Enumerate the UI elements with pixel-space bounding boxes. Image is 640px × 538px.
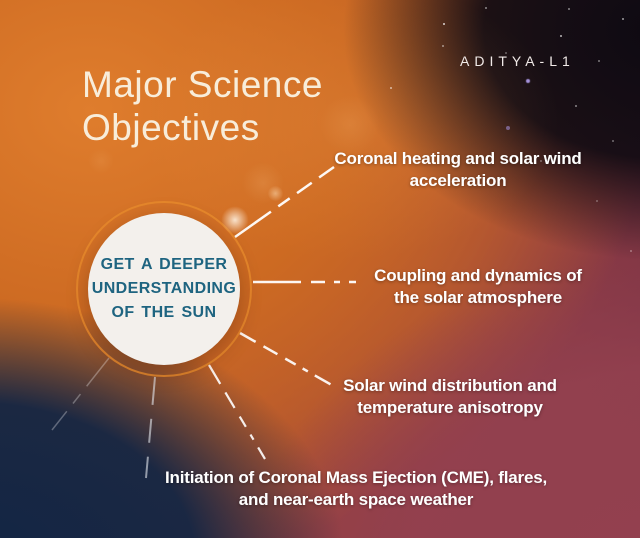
hub-text-line: OF THE SUN — [111, 304, 217, 321]
objective-cme-initiation: Initiation of Coronal Mass Ejection (CME… — [165, 467, 547, 511]
objective-text-line: Initiation of Coronal Mass Ejection (CME… — [165, 468, 547, 487]
objective-text-line: and near-earth space weather — [238, 490, 474, 509]
hub-text-line: GET A DEEPER — [100, 256, 228, 273]
objective-coupling-dynamics: Coupling and dynamics of the solar atmos… — [374, 265, 582, 309]
hub-text-line: UNDERSTANDING — [91, 280, 237, 297]
objective-coronal-heating: Coronal heating and solar wind accelerat… — [334, 148, 581, 192]
objective-text-line: Coupling and dynamics of — [374, 266, 582, 285]
starfield — [0, 0, 2, 2]
objective-solar-wind-distribution: Solar wind distribution and temperature … — [343, 375, 557, 419]
hub-circle: GET A DEEPER UNDERSTANDING OF THE SUN — [88, 213, 240, 365]
objective-text-line: acceleration — [409, 171, 507, 190]
objective-text-line: Coronal heating and solar wind — [334, 149, 582, 168]
page-title: Major Science Objectives — [82, 64, 323, 148]
hub-orange-ring — [76, 201, 252, 377]
objective-text-line: the solar atmosphere — [394, 288, 562, 307]
objective-text-line: Solar wind distribution and — [343, 376, 557, 395]
objective-text-line: temperature anisotropy — [357, 398, 543, 417]
mission-label: ADITYA-L1 — [460, 53, 575, 69]
